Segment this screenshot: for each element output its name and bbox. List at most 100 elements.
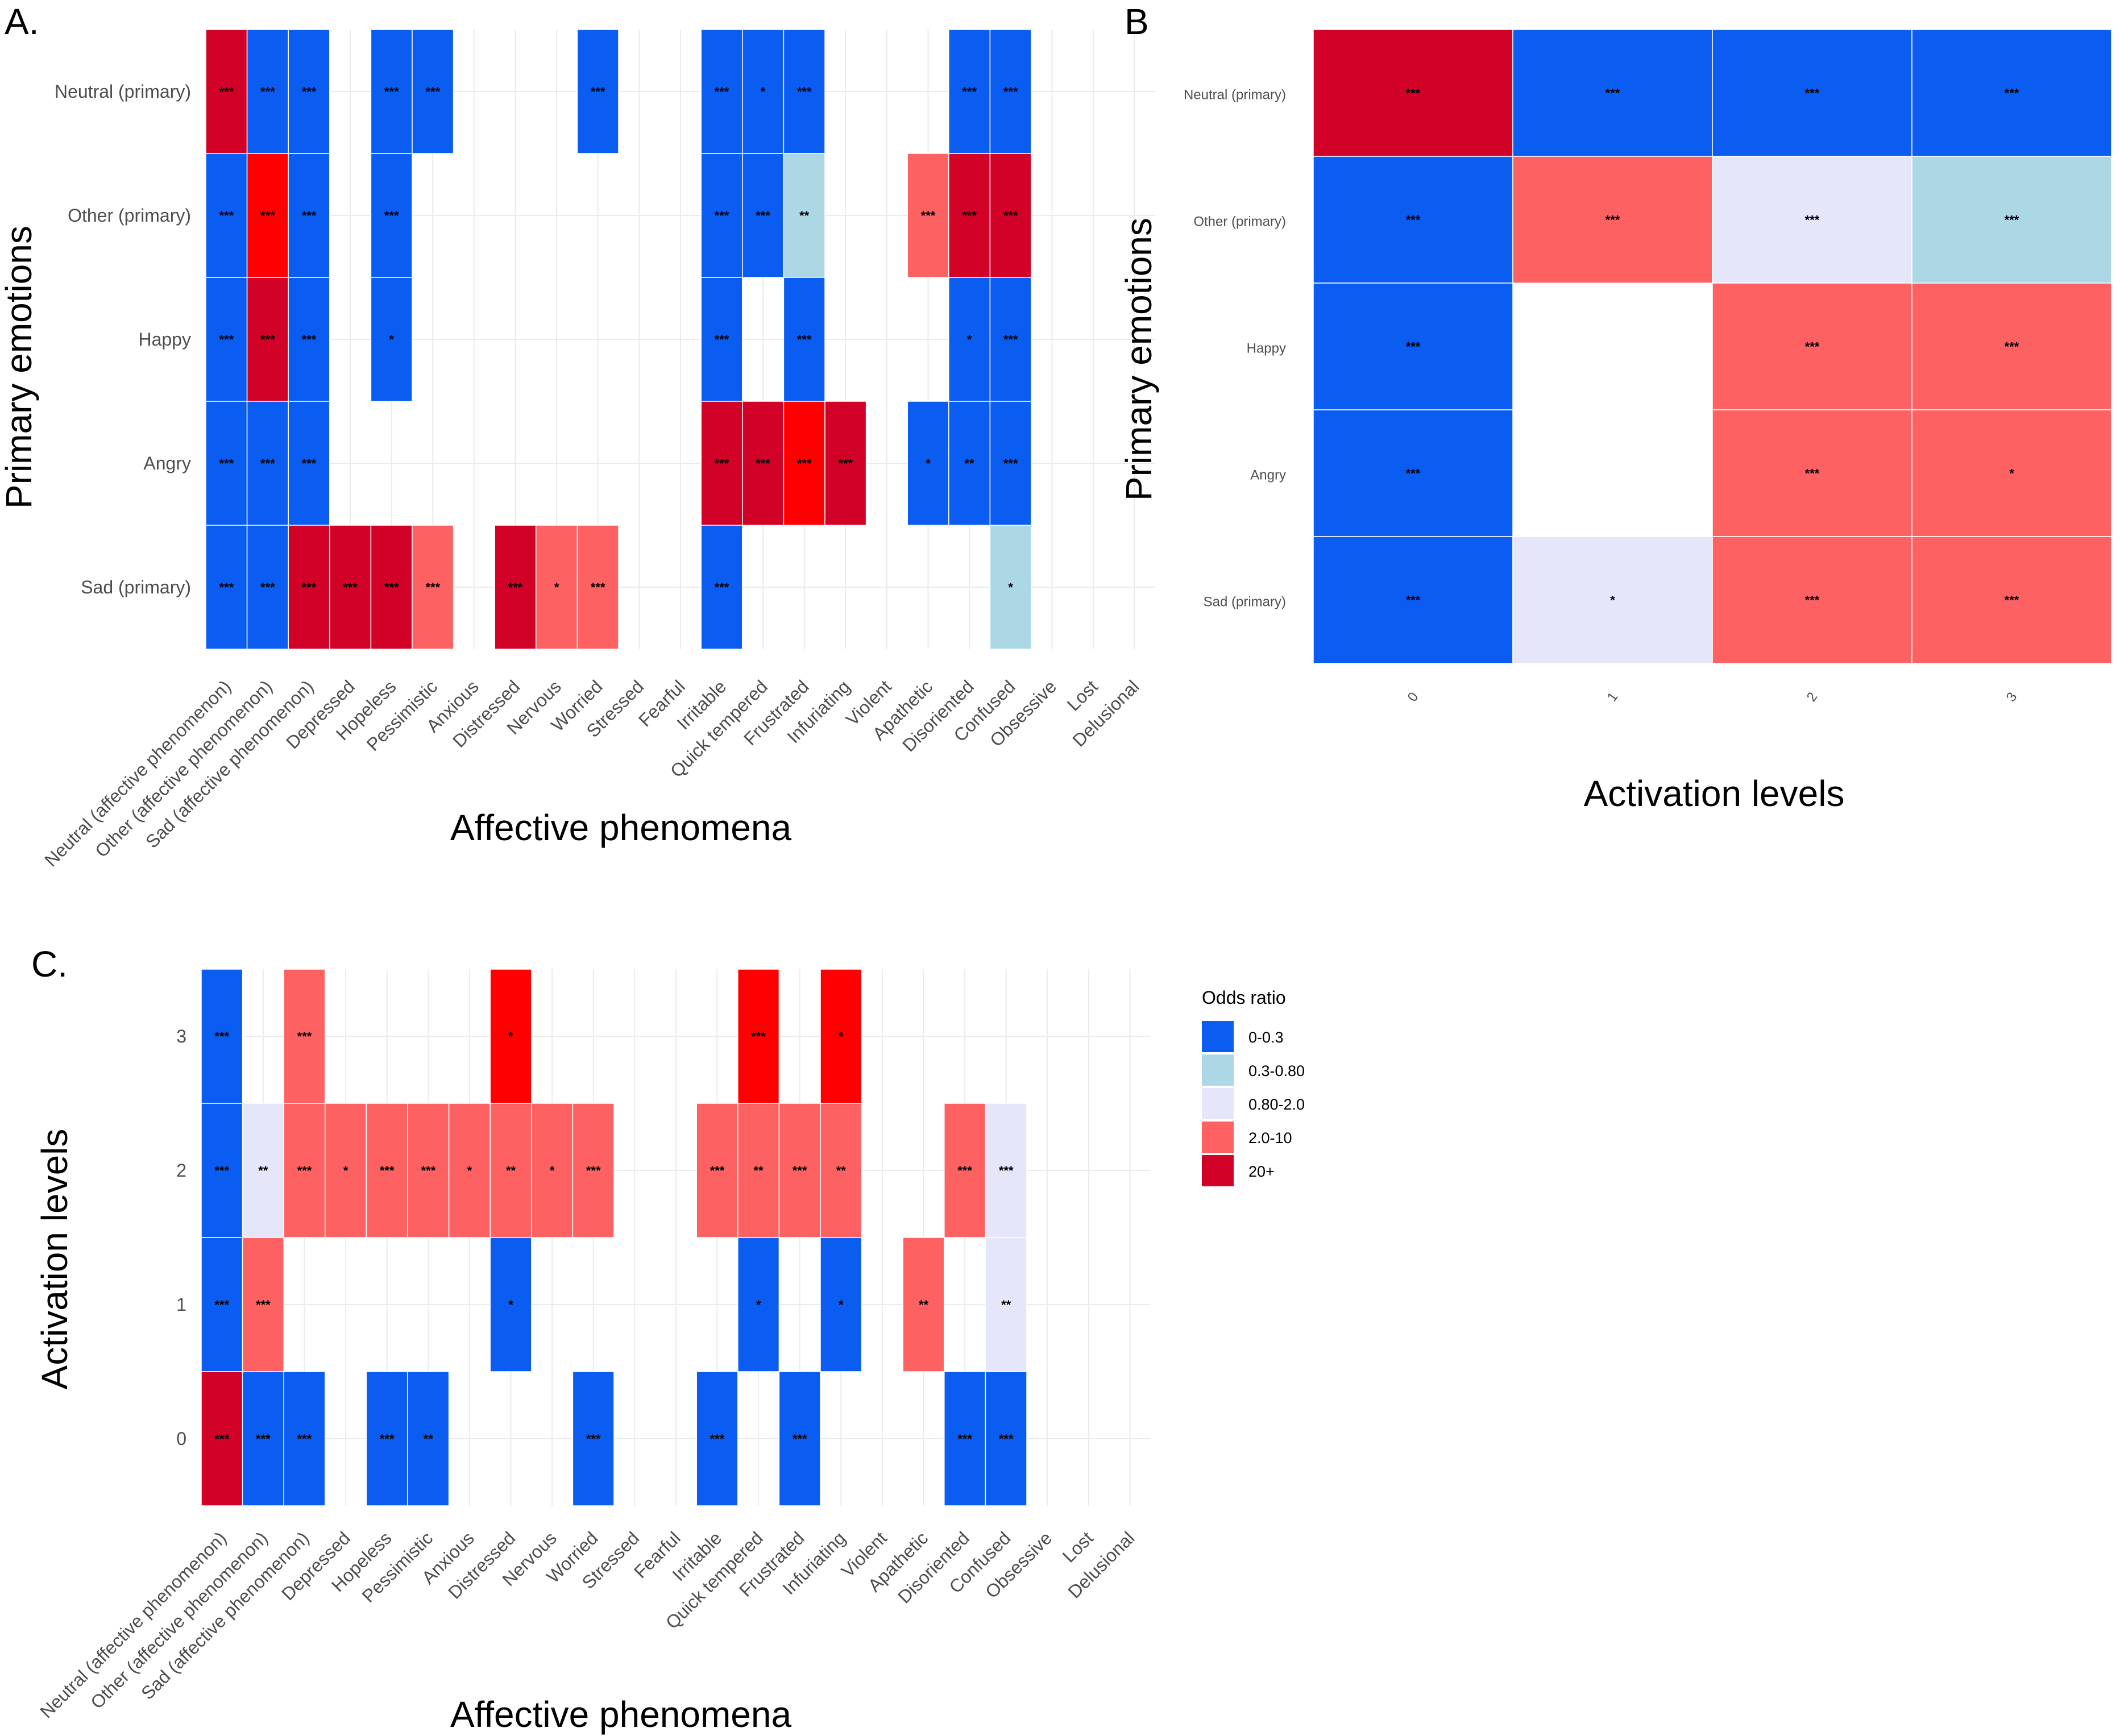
heatmap-cell — [242, 1103, 284, 1238]
panel-c-y-ticks: 3 2 1 0 — [176, 1026, 186, 1449]
significance-label: *** — [2005, 593, 2019, 608]
heatmap-cell — [448, 1103, 491, 1238]
panel-b-y-ticks: Neutral (primary) Other (primary) Happy Ang… — [1184, 88, 1286, 610]
significance-label: *** — [957, 1432, 972, 1446]
panel-b-y-axis-title: Primary emotions — [1118, 218, 1159, 501]
heatmap-cell — [742, 29, 785, 154]
panel-c-cells: *** *** * *** **** ** *** * *** *** * ** * *** *** ** **… — [201, 969, 1027, 1506]
heatmap-cell — [989, 29, 1032, 154]
legend-label: 0-0.3 — [1248, 1029, 1284, 1046]
significance-label: *** — [1406, 467, 1421, 481]
significance-label: *** — [256, 1298, 271, 1312]
significance-label: *** — [343, 580, 358, 595]
legend: Odds ratio 0-0.3 0.3-0.80 0.80-2.0 2.0-10 20… — [1202, 987, 1305, 1186]
heatmap-cell — [572, 1103, 615, 1238]
heatmap-cell — [205, 29, 248, 154]
significance-label: *** — [384, 85, 399, 99]
heatmap-cell — [1313, 283, 1513, 410]
heatmap-cell — [778, 1371, 821, 1506]
significance-label: *** — [921, 209, 936, 223]
heatmap-cell — [820, 1237, 862, 1372]
heatmap-cell — [205, 153, 248, 278]
significance-label: *** — [214, 1432, 229, 1446]
significance-label: *** — [999, 1432, 1014, 1446]
heatmap-cell — [205, 525, 248, 650]
y-tick-label: Neutral (primary) — [1184, 88, 1286, 103]
significance-label: *** — [756, 456, 770, 471]
significance-label: *** — [1605, 86, 1620, 101]
heatmap-cell — [412, 525, 454, 650]
significance-label: *** — [384, 580, 399, 595]
heatmap-cell — [370, 153, 413, 278]
significance-label: *** — [999, 1164, 1014, 1178]
heatmap-cell — [948, 29, 991, 154]
y-tick-label: Sad (primary) — [81, 577, 191, 597]
significance-label: *** — [219, 209, 234, 223]
y-tick-label: 2 — [176, 1160, 186, 1181]
significance-label: ** — [754, 1164, 764, 1178]
significance-label: *** — [1805, 213, 1820, 227]
panel-a-x-axis-title: Affective phenomena — [450, 807, 792, 848]
heatmap-cell — [783, 29, 825, 154]
significance-label: * — [2009, 467, 2014, 481]
heatmap-cell — [742, 401, 785, 526]
significance-label: *** — [715, 456, 729, 471]
significance-label: *** — [1003, 333, 1018, 347]
heatmap-cell — [989, 401, 1032, 526]
heatmap-cell — [370, 525, 413, 650]
heatmap-cell — [494, 525, 537, 650]
significance-label: *** — [1406, 340, 1421, 354]
y-tick-label: Angry — [143, 453, 191, 474]
significance-label: * — [1610, 593, 1615, 608]
significance-label: * — [761, 85, 766, 99]
significance-label: *** — [508, 580, 523, 595]
significance-label: *** — [219, 333, 234, 347]
significance-label: * — [756, 1298, 761, 1312]
heatmap-cell — [288, 153, 330, 278]
panel-a-y-ticks: Neutral (primary) Other (primary) Happy Ang… — [55, 81, 191, 597]
significance-label: *** — [1805, 86, 1820, 101]
significance-label: * — [508, 1298, 513, 1312]
heatmap-cell — [366, 1371, 408, 1506]
heatmap-cell — [1712, 283, 1912, 410]
heatmap-cell — [948, 277, 991, 402]
heatmap-cell — [985, 1371, 1027, 1506]
heatmap-cell — [742, 153, 785, 278]
heatmap-cell — [283, 969, 326, 1104]
significance-label: *** — [1805, 340, 1820, 354]
significance-label: *** — [1406, 86, 1421, 101]
significance-label: *** — [2005, 340, 2019, 354]
significance-label: *** — [715, 209, 729, 223]
significance-label: *** — [962, 209, 977, 223]
heatmap-cell — [820, 969, 862, 1104]
significance-label: *** — [302, 333, 317, 347]
significance-label: *** — [219, 85, 234, 99]
significance-label: *** — [751, 1029, 766, 1044]
significance-label: *** — [384, 209, 399, 223]
heatmap-cell — [283, 1371, 326, 1506]
heatmap-cell — [205, 401, 248, 526]
significance-label: *** — [2005, 86, 2019, 101]
significance-label: *** — [797, 456, 812, 471]
significance-label: *** — [256, 1432, 271, 1446]
heatmap-cell — [696, 1103, 739, 1238]
significance-label: *** — [214, 1029, 229, 1044]
heatmap-cell — [288, 525, 330, 650]
y-tick-label: Happy — [139, 329, 192, 350]
heatmap-cell — [944, 1103, 986, 1238]
heatmap-cell — [288, 277, 330, 402]
heatmap-cell — [325, 1103, 367, 1238]
heatmap-cell — [902, 1237, 945, 1372]
significance-label: *** — [1605, 213, 1620, 227]
heatmap-cell — [1911, 283, 2112, 410]
heatmap-cell — [1313, 536, 1513, 664]
heatmap-cell — [1911, 536, 2112, 664]
significance-label: ** — [1001, 1298, 1011, 1312]
heatmap-cell — [1911, 29, 2112, 157]
legend-swatch — [1202, 1122, 1234, 1153]
heatmap-cell — [700, 29, 743, 154]
y-tick-label: Other (primary) — [68, 205, 191, 226]
legend-title: Odds ratio — [1202, 987, 1286, 1008]
significance-label: *** — [219, 456, 234, 471]
heatmap-cell — [572, 1371, 615, 1506]
